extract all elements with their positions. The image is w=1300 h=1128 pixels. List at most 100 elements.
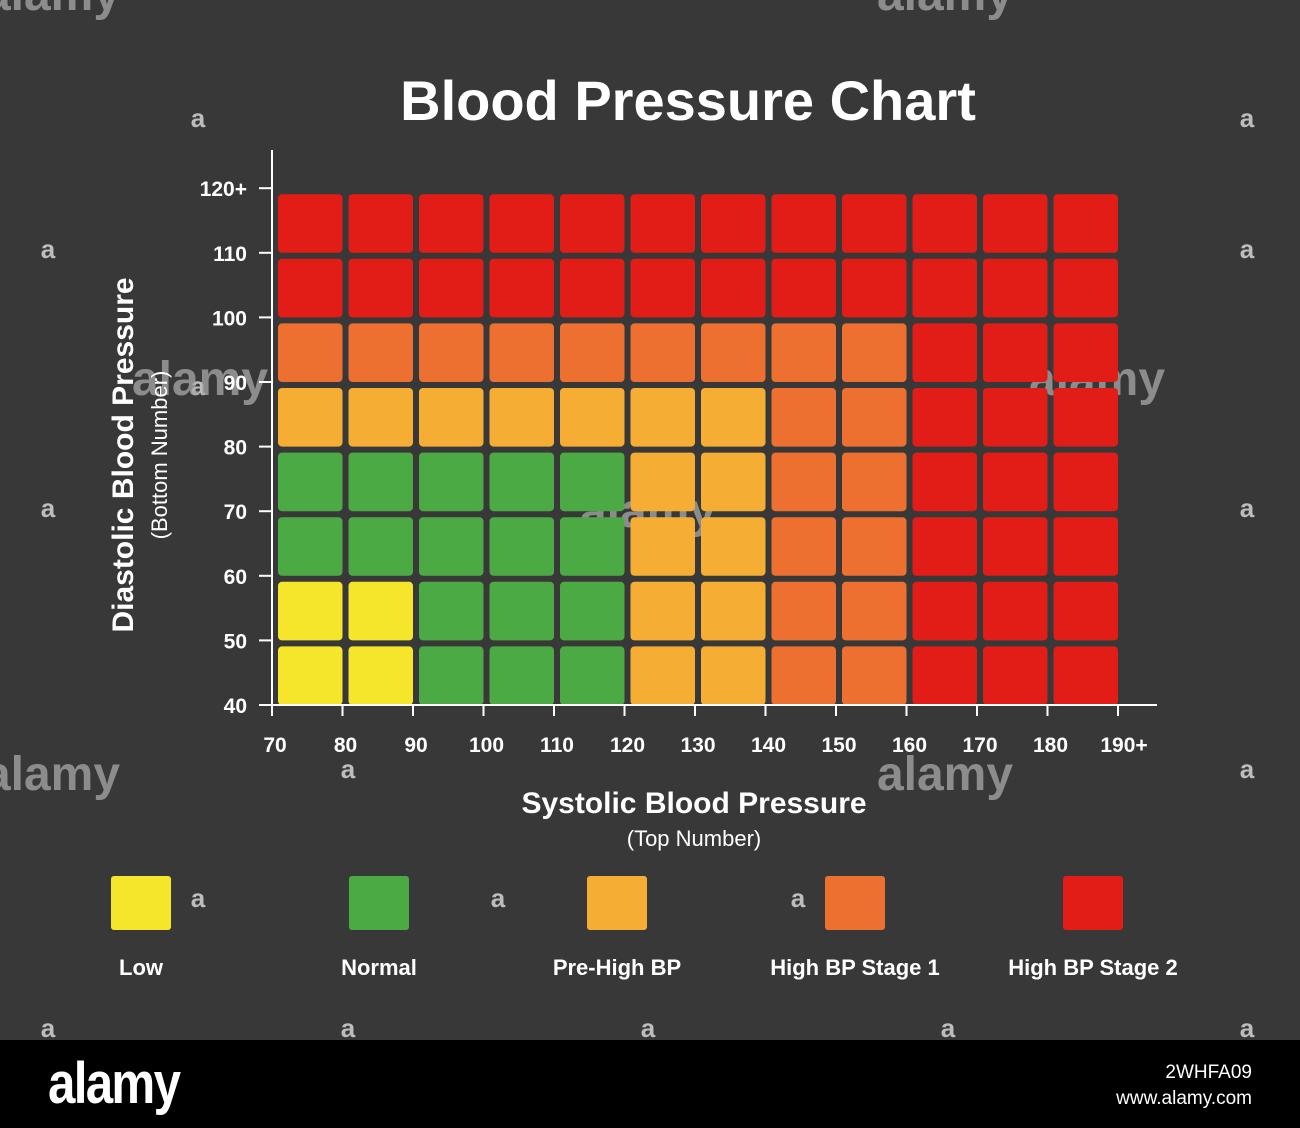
cell-prehigh	[630, 388, 695, 447]
cell-normal	[560, 452, 625, 512]
x-tick-label: 90	[404, 734, 427, 757]
cell-stage2	[912, 517, 977, 576]
y-tick-label: 110	[213, 243, 247, 266]
legend-label-stage1: High BP Stage 1	[770, 955, 940, 980]
cell-stage2	[560, 194, 625, 253]
watermark-mark: a	[641, 1013, 656, 1040]
x-tick-label: 140	[751, 734, 786, 757]
cell-normal	[560, 581, 625, 641]
cell-prehigh	[348, 388, 413, 447]
cell-stage2	[630, 258, 695, 318]
cell-stage2	[489, 258, 554, 318]
legend: Low Normal Pre-High BP High BP Stage 1 High …	[111, 876, 1178, 980]
cell-stage1	[701, 323, 766, 382]
watermark-mark: a	[941, 1013, 956, 1040]
image-credit: 2WHFA09 www.alamy.com	[1116, 1060, 1252, 1111]
watermark-mark: a	[1240, 103, 1255, 133]
cell-stage2	[983, 323, 1048, 382]
x-tick-label: 80	[334, 734, 357, 757]
y-tick-label: 50	[224, 630, 247, 653]
y-axis-subtitle: (Bottom Number)	[147, 371, 172, 540]
legend-swatch-stage1	[825, 876, 885, 930]
watermark-mark: a	[491, 883, 506, 913]
watermark-mark: a	[1240, 493, 1255, 523]
cell-stage2	[1053, 452, 1118, 512]
cell-normal	[489, 581, 554, 641]
cell-prehigh	[701, 452, 766, 512]
watermark-logo: alamy	[877, 748, 1013, 801]
image-id: 2WHFA09	[1165, 1062, 1252, 1083]
x-axis-subtitle: (Top Number)	[627, 826, 761, 851]
cell-normal	[348, 452, 413, 512]
cell-prehigh	[630, 452, 695, 512]
x-axis-title: Systolic Blood Pressure	[521, 787, 866, 820]
cell-normal	[489, 646, 554, 705]
cell-stage2	[1053, 323, 1118, 382]
cell-stage1	[348, 323, 413, 382]
cell-prehigh	[701, 646, 766, 705]
cell-low	[278, 646, 343, 705]
cell-low	[348, 581, 413, 641]
cell-stage2	[348, 258, 413, 318]
watermark-mark: a	[341, 1013, 356, 1040]
cell-stage1	[842, 388, 907, 447]
x-tick-label: 160	[892, 734, 927, 757]
cell-normal	[348, 517, 413, 576]
y-tick-label: 70	[224, 501, 247, 524]
cell-stage1	[842, 517, 907, 576]
cell-stage2	[983, 258, 1048, 318]
cell-stage2	[912, 388, 977, 447]
chart-canvas: aaaaaaaaaaaaaaaaaaalamyalamyalamyalamyal…	[0, 0, 1255, 1040]
cell-stage2	[1053, 194, 1118, 253]
cell-stage2	[1053, 517, 1118, 576]
legend-swatch-low	[111, 876, 171, 930]
cell-stage2	[983, 646, 1048, 705]
cell-stage2	[489, 194, 554, 253]
cell-normal	[489, 452, 554, 512]
legend-swatch-prehigh	[587, 876, 647, 930]
axes	[271, 150, 1157, 706]
cell-prehigh	[560, 388, 625, 447]
watermark-mark: a	[191, 103, 206, 133]
x-tick-label: 150	[821, 734, 856, 757]
cell-stage2	[912, 452, 977, 512]
legend-label-low: Low	[119, 955, 164, 980]
cell-stage2	[1053, 258, 1118, 318]
watermark-logo: alamy	[0, 748, 120, 801]
cell-stage2	[1053, 581, 1118, 641]
cell-stage2	[912, 581, 977, 641]
cell-prehigh	[489, 388, 554, 447]
cell-stage1	[771, 388, 836, 447]
x-tick-label: 70	[263, 734, 286, 757]
cell-stage2	[278, 258, 343, 318]
cell-normal	[419, 581, 484, 641]
cell-stage2	[419, 258, 484, 318]
watermark-mark: a	[41, 493, 56, 523]
cell-prehigh	[278, 388, 343, 447]
cell-stage1	[771, 517, 836, 576]
cell-stage2	[912, 323, 977, 382]
cell-normal	[419, 646, 484, 705]
cell-stage2	[842, 258, 907, 318]
cell-prehigh	[701, 517, 766, 576]
watermark-mark: a	[191, 883, 206, 913]
cell-stage2	[983, 452, 1048, 512]
cell-stage2	[560, 258, 625, 318]
x-tick-label: 180	[1033, 734, 1068, 757]
cell-stage2	[912, 258, 977, 318]
x-tick-label: 130	[680, 734, 715, 757]
blood-pressure-chart: aaaaaaaaaaaaaaaaaaalamyalamyalamyalamyal…	[0, 0, 1255, 1040]
watermark-mark: a	[341, 754, 356, 784]
y-tick-labels: 40 50 60 70 80 90 100 110 120+	[200, 178, 272, 718]
brand-logo: alamy	[48, 1051, 181, 1116]
watermark-logo: alamy	[877, 0, 1013, 21]
watermark-mark: a	[1240, 234, 1255, 264]
watermark-mark: a	[1240, 754, 1255, 784]
cell-stage1	[842, 646, 907, 705]
cell-stage1	[842, 452, 907, 512]
cell-stage2	[701, 258, 766, 318]
cell-prehigh	[630, 517, 695, 576]
y-tick-label: 60	[224, 566, 247, 589]
y-tick-label: 100	[212, 307, 247, 330]
cell-normal	[560, 646, 625, 705]
